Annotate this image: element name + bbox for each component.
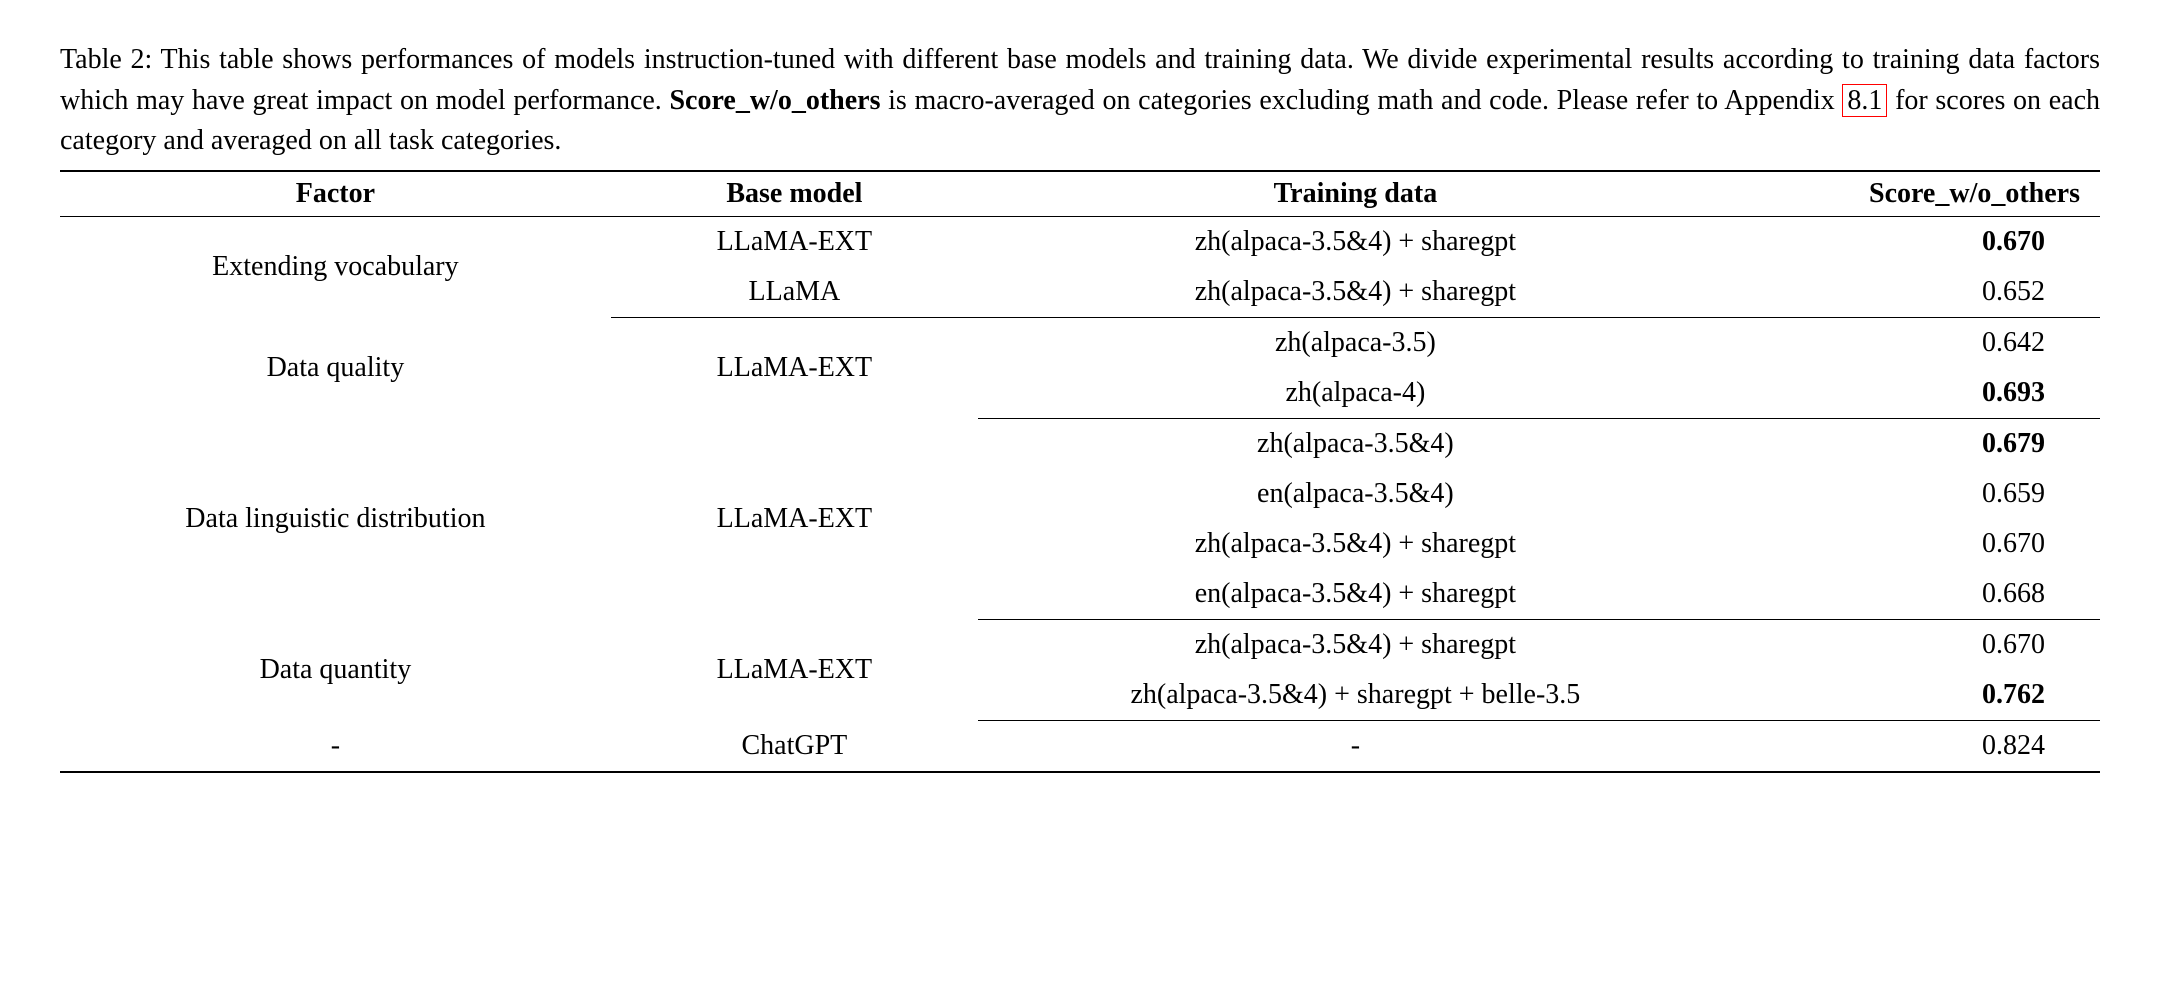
score-cell: 0.824 <box>1733 720 2100 772</box>
training-data-cell: en(alpaca-3.5&4) <box>978 469 1733 519</box>
base-model-cell: LLaMA-EXT <box>611 619 978 720</box>
score-cell: 0.670 <box>1733 216 2100 267</box>
score-cell: 0.679 <box>1733 418 2100 469</box>
training-data-cell: zh(alpaca-3.5&4) + sharegpt <box>978 267 1733 318</box>
base-model-cell: LLaMA <box>611 267 978 318</box>
training-data-cell: zh(alpaca-3.5&4) + sharegpt <box>978 519 1733 569</box>
factor-cell: Data linguistic distribution <box>60 418 611 619</box>
base-model-cell: ChatGPT <box>611 720 978 772</box>
appendix-ref-link[interactable]: 8.1 <box>1842 84 1887 117</box>
score-cell: 0.668 <box>1733 569 2100 620</box>
table-row: Extending vocabularyLLaMA-EXTzh(alpaca-3… <box>60 216 2100 267</box>
base-model-cell: LLaMA-EXT <box>611 216 978 267</box>
header-score: Score_w/o_others <box>1733 171 2100 217</box>
table-row: Data qualityLLaMA-EXTzh(alpaca-3.5)0.642 <box>60 317 2100 368</box>
factor-cell: Data quantity <box>60 619 611 720</box>
caption-bold-term: Score_w/o_others <box>669 85 880 116</box>
training-data-cell: zh(alpaca-3.5&4) + sharegpt <box>978 619 1733 670</box>
score-cell: 0.762 <box>1733 670 2100 721</box>
training-data-cell: zh(alpaca-3.5&4) <box>978 418 1733 469</box>
factor-cell: Data quality <box>60 317 611 418</box>
header-factor: Factor <box>60 171 611 217</box>
header-training-data: Training data <box>978 171 1733 217</box>
factor-cell: Extending vocabulary <box>60 216 611 317</box>
base-model-cell: LLaMA-EXT <box>611 418 978 619</box>
score-cell: 0.642 <box>1733 317 2100 368</box>
score-cell: 0.659 <box>1733 469 2100 519</box>
training-data-cell: zh(alpaca-4) <box>978 368 1733 419</box>
table-row: -ChatGPT-0.824 <box>60 720 2100 772</box>
score-cell: 0.670 <box>1733 619 2100 670</box>
base-model-cell: LLaMA-EXT <box>611 317 978 418</box>
training-data-cell: zh(alpaca-3.5&4) + sharegpt + belle-3.5 <box>978 670 1733 721</box>
table-row: Data linguistic distributionLLaMA-EXTzh(… <box>60 418 2100 469</box>
score-cell: 0.693 <box>1733 368 2100 419</box>
score-cell: 0.652 <box>1733 267 2100 318</box>
factor-cell: - <box>60 720 611 772</box>
caption-middle: is macro-averaged on categories excludin… <box>880 85 1842 116</box>
training-data-cell: en(alpaca-3.5&4) + sharegpt <box>978 569 1733 620</box>
table-header-row: Factor Base model Training data Score_w/… <box>60 171 2100 217</box>
training-data-cell: zh(alpaca-3.5) <box>978 317 1733 368</box>
score-cell: 0.670 <box>1733 519 2100 569</box>
training-data-cell: - <box>978 720 1733 772</box>
table-caption: Table 2: This table shows performances o… <box>60 40 2100 162</box>
results-table: Factor Base model Training data Score_w/… <box>60 170 2100 773</box>
header-base-model: Base model <box>611 171 978 217</box>
table-row: Data quantityLLaMA-EXTzh(alpaca-3.5&4) +… <box>60 619 2100 670</box>
training-data-cell: zh(alpaca-3.5&4) + sharegpt <box>978 216 1733 267</box>
table-body: Extending vocabularyLLaMA-EXTzh(alpaca-3… <box>60 216 2100 772</box>
